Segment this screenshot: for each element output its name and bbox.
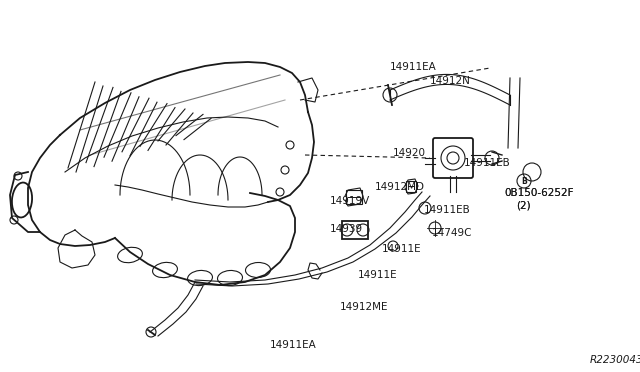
Text: 0B150-6252F: 0B150-6252F <box>504 188 573 198</box>
Text: 14911EA: 14911EA <box>390 62 436 72</box>
Text: 14912N: 14912N <box>430 76 471 86</box>
Text: 14920: 14920 <box>393 148 426 158</box>
Text: 14912MD: 14912MD <box>375 182 425 192</box>
Text: 0B150-6252F: 0B150-6252F <box>504 188 573 198</box>
Text: (2): (2) <box>516 200 531 210</box>
FancyBboxPatch shape <box>433 138 473 178</box>
Text: 14911E: 14911E <box>382 244 422 254</box>
Text: R2230043: R2230043 <box>590 355 640 365</box>
Text: (2): (2) <box>516 200 531 210</box>
Text: 14911EB: 14911EB <box>424 205 471 215</box>
Text: 14919V: 14919V <box>330 196 371 206</box>
FancyBboxPatch shape <box>346 190 362 204</box>
Text: 14939: 14939 <box>330 224 363 234</box>
Text: 14911E: 14911E <box>358 270 397 280</box>
Text: B: B <box>521 176 527 186</box>
Text: 14911EA: 14911EA <box>270 340 317 350</box>
Text: 14749C: 14749C <box>432 228 472 238</box>
Text: 14911EB: 14911EB <box>464 158 511 168</box>
FancyBboxPatch shape <box>342 221 368 239</box>
Text: 14912ME: 14912ME <box>340 302 388 312</box>
FancyBboxPatch shape <box>406 181 416 192</box>
